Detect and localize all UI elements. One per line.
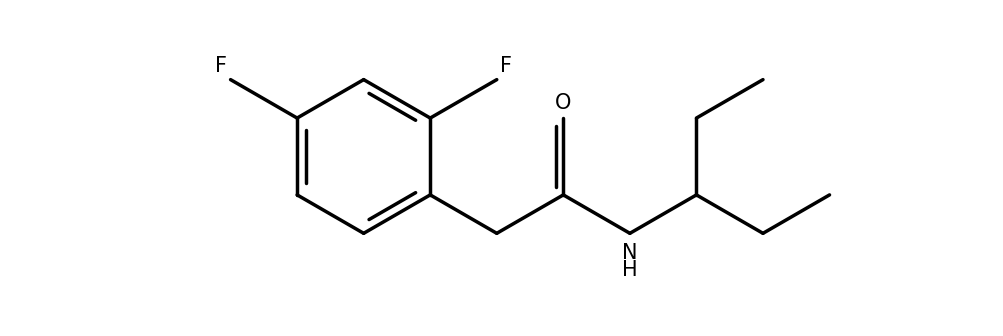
Text: N: N	[622, 243, 637, 263]
Text: H: H	[622, 260, 637, 280]
Text: F: F	[216, 56, 228, 76]
Text: F: F	[499, 56, 512, 76]
Text: O: O	[555, 93, 571, 113]
